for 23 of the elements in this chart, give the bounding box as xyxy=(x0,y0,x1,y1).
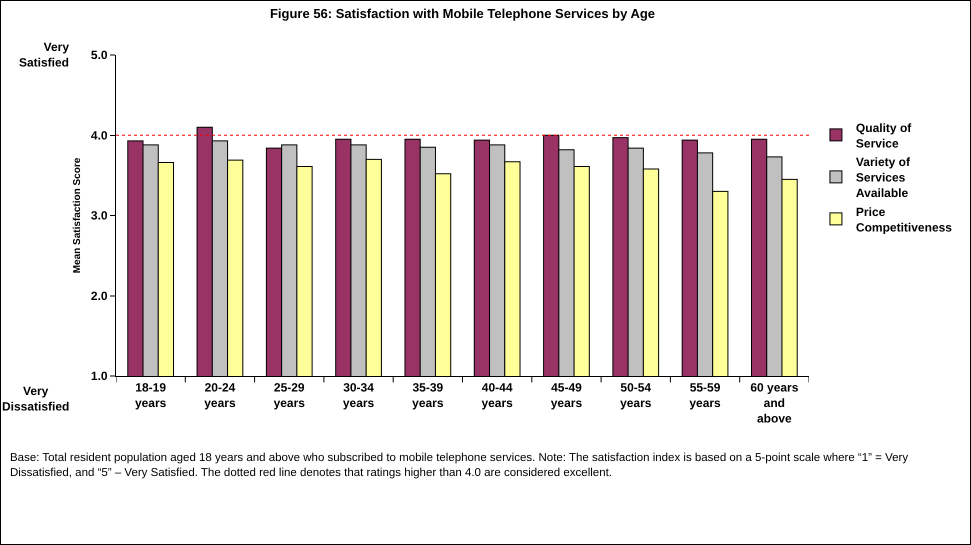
x-tick-label: 18-19 years xyxy=(134,380,167,410)
y-tick-label: 4.0 xyxy=(90,128,108,142)
y-tick-label: 5.0 xyxy=(90,48,108,62)
legend-label: Price Competitiveness xyxy=(856,204,952,234)
x-tick-label: 25-29 years xyxy=(274,380,306,410)
y-tick-label: 1.0 xyxy=(90,369,108,384)
x-tick-label: 20-24 years xyxy=(204,380,236,410)
text: Very Dissatisfied xyxy=(2,384,70,414)
x-tick-label: 50-54 years xyxy=(620,380,652,410)
x-tick-label: 35-39 years xyxy=(412,380,444,410)
legend-label: Variety of Services Available xyxy=(856,154,911,200)
x-tick-label: 40-44 years xyxy=(481,380,514,410)
text: Base: Total resident population aged 18 years and above who subscribed to mobile telephone services. Note: The satisfaction index is based on a 5-point scale where “1” = Very Dissatisfied, and “5” – Very Satisfied. The dotted red line denotes that ratings higher than 4.0 are considered excellent. xyxy=(10,451,910,481)
x-tick-label: 45-49 years xyxy=(550,380,582,410)
x-tick-label: 55-59 years xyxy=(689,380,722,410)
y-tick-label: 2.0 xyxy=(90,288,108,303)
y-axis-title: Mean Satisfaction Score xyxy=(72,157,83,274)
y-tick-label: 3.0 xyxy=(90,208,108,223)
x-tick-label: 30-34 years xyxy=(342,380,375,410)
text: Very Satisfied xyxy=(19,40,70,70)
x-tick-label: 60 years and above xyxy=(750,380,799,426)
legend-label: Quality of Service xyxy=(856,120,912,150)
chart-title: Figure 56: Satisfaction with Mobile Telephone Services by Age xyxy=(270,6,656,22)
